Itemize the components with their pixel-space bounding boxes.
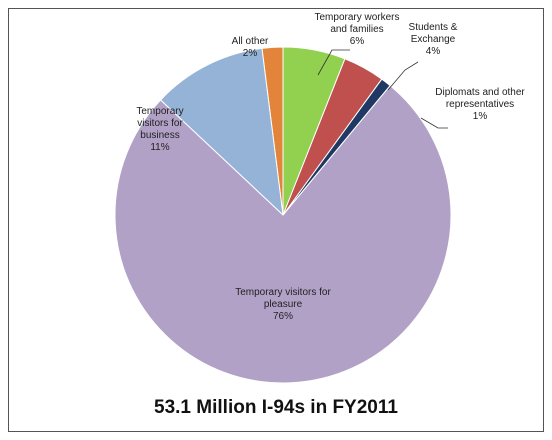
category-label: Temporary visitors for pleasure	[235, 287, 331, 310]
category-label: All other	[231, 36, 269, 47]
value-label: 1%	[472, 111, 488, 122]
value-label: 76%	[272, 311, 293, 322]
leader-line	[387, 61, 419, 91]
value-label: 6%	[349, 36, 365, 47]
value-label: 4%	[425, 46, 441, 57]
category-label: Temporary visitors for business	[136, 106, 184, 141]
slice-label: Diplomats and other representatives 1%	[435, 87, 525, 123]
value-label: 11%	[150, 142, 170, 153]
value-label: 2%	[242, 48, 258, 59]
chart-title: 53.1 Million I-94s in FY2011	[154, 397, 398, 418]
slice-label: Temporary workers and families 6%	[307, 12, 407, 48]
category-label: Diplomats and other representatives	[435, 87, 525, 110]
category-label: Temporary workers and families	[314, 12, 400, 35]
slice-label: Students & Exchange 4%	[398, 22, 468, 58]
pie-slice	[159, 47, 284, 217]
category-label: Students & Exchange	[408, 22, 458, 45]
slice-label: All other 2%	[225, 36, 275, 60]
pie-slice	[114, 84, 452, 384]
pie-slice	[282, 46, 346, 216]
frame	[8, 8, 544, 432]
leader-lines	[317, 49, 448, 129]
slice-label: Temporary visitors for business 11%	[120, 106, 200, 154]
leader-line	[420, 117, 448, 129]
slice-label: Temporary visitors for pleasure 76%	[223, 287, 343, 323]
leader-line	[317, 49, 350, 76]
